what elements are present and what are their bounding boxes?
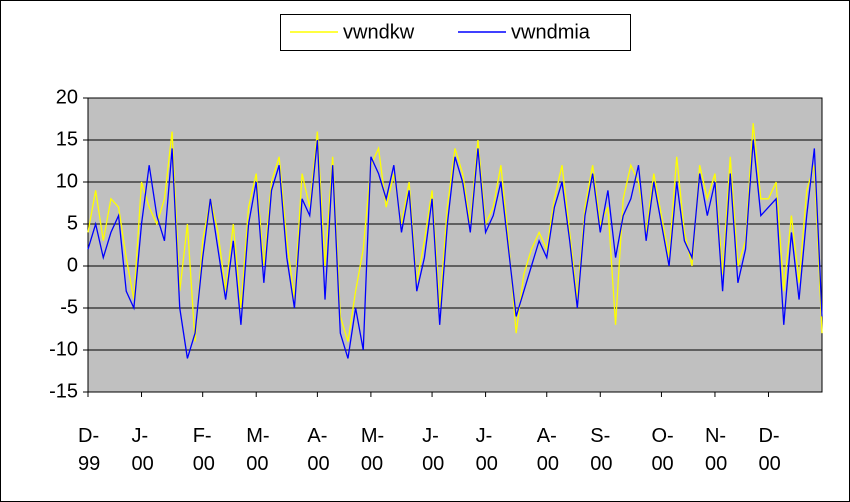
y-tick-label: 5 — [67, 212, 78, 234]
y-tick-label: 10 — [56, 170, 78, 192]
x-tick-label: M-00 — [360, 425, 385, 475]
y-tick-label: -10 — [49, 338, 78, 360]
x-tick-label: J-00 — [131, 425, 154, 475]
x-tick-label: J-00 — [475, 425, 498, 475]
x-tick-label: M-00 — [246, 425, 270, 475]
x-tick-label: D-00 — [758, 425, 781, 475]
legend-label: vwndkw — [343, 21, 415, 43]
legend-label: vwndmia — [511, 21, 591, 43]
x-tick-label: A-00 — [307, 425, 330, 475]
series-line — [87, 139, 823, 359]
x-tick-label: J-00 — [422, 425, 445, 475]
y-tick-label: 15 — [56, 128, 78, 150]
x-tick-label: S-00 — [590, 425, 613, 475]
plot-area — [87, 97, 823, 393]
x-tick-label: A-00 — [536, 425, 559, 475]
y-tick-label: -5 — [60, 296, 78, 318]
x-tick-label: O-00 — [651, 425, 674, 475]
y-tick-label: 20 — [56, 86, 78, 108]
y-tick-label: 0 — [67, 254, 78, 276]
x-tick-label: D-99 — [78, 425, 101, 475]
x-tick-label: F-00 — [192, 425, 215, 475]
legend-box — [280, 14, 631, 51]
x-tick-label: N-00 — [704, 425, 728, 475]
y-tick-label: -15 — [49, 380, 78, 402]
